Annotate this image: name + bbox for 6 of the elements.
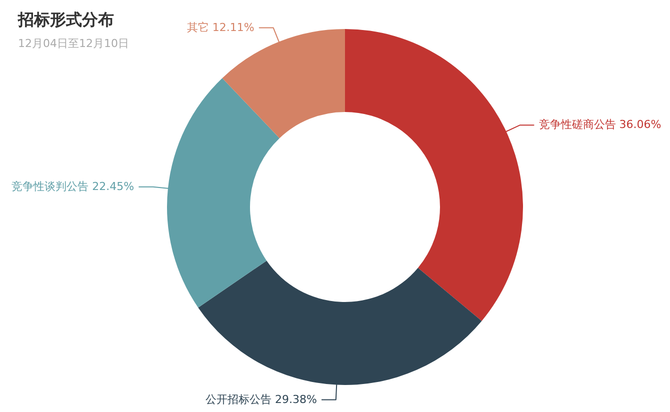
slice-label: 竞争性磋商公告 36.06% (538, 118, 662, 132)
text: 12月04日至12月10日 (18, 37, 129, 50)
slice-label: 其它 12.11% (186, 20, 254, 34)
chart-title: 招标形式分布 (17, 10, 114, 29)
slice-label: 公开招标公告 29.38% (205, 392, 317, 406)
slice-label: 竞争性谈判公告 22.45% (12, 180, 134, 193)
